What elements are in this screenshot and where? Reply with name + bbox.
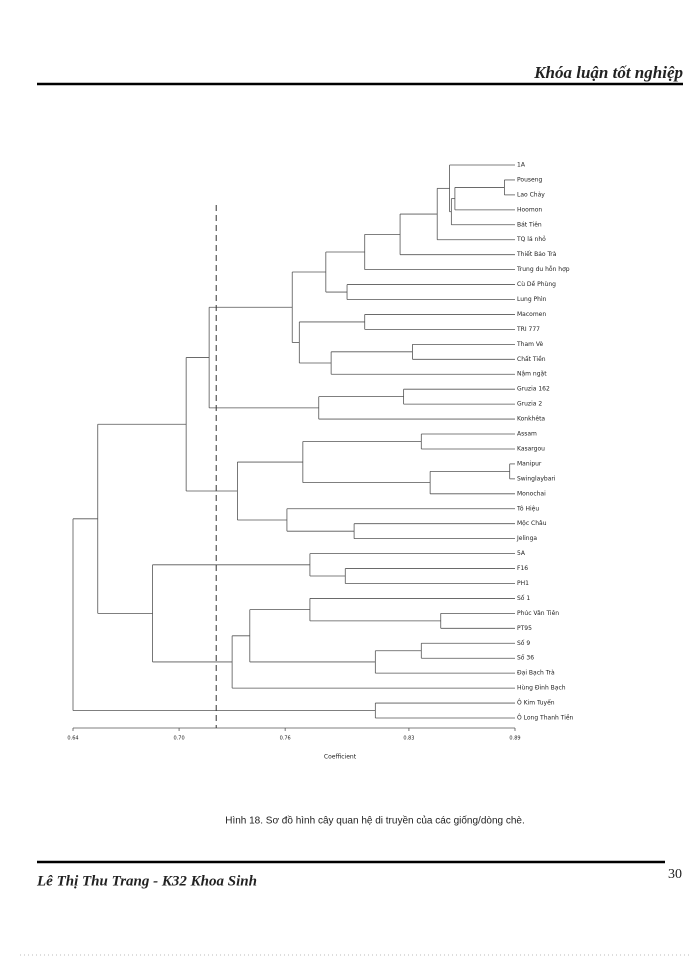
leaf-label: Ô Long Thanh Tiền [517, 714, 574, 722]
leaf-label: Tham Vè [516, 341, 544, 348]
leaf-label: Manipur [517, 460, 542, 467]
leaf-label: Tô Hiệu [516, 505, 539, 512]
caption: Hình 18. Sơ đồ hình cây quan hệ di truyề… [225, 815, 525, 827]
leaf-label: F16 [517, 565, 528, 572]
leaf-label: Trung du hỗn hợp [516, 266, 570, 273]
leaf-label: TQ lá nhỏ [516, 236, 546, 243]
leaf-label: Số 9 [517, 640, 530, 647]
leaf-label: Hoomon [517, 206, 542, 213]
page-number: 30 [668, 867, 682, 882]
x-tick-label: 0.76 [280, 736, 291, 742]
leaf-label: Assam [517, 431, 537, 438]
leaf-label: Kasargou [517, 445, 545, 452]
leaf-label: PT95 [517, 625, 532, 632]
leaf-label: Konkhêta [517, 416, 545, 423]
leaf-label: Lao Chảy [517, 191, 545, 198]
header-title: Khóa luận tốt nghiệp [533, 63, 683, 82]
leaf-label: Gruzia 162 [517, 386, 550, 393]
leaf-label: Chất Tiền [517, 355, 546, 363]
leaf-label: Bát Tiên [517, 221, 542, 228]
leaf-label: Đại Bạch Trà [517, 670, 555, 677]
x-tick-label: 0.64 [67, 736, 78, 742]
leaf-label: Pouseng [517, 176, 542, 183]
x-tick-label: 0.70 [174, 736, 185, 742]
leaf-label: Nậm ngặt [517, 371, 547, 378]
leaf-label: Monochai [517, 490, 546, 497]
leaf-label: Gruzia 2 [517, 401, 542, 408]
x-axis-label: Coefficient [324, 754, 357, 761]
leaf-label: Lung Phìn [517, 296, 547, 303]
leaf-label: Thiết Bảo Trà [516, 251, 557, 258]
leaf-label: Phúc Vân Tiên [517, 610, 559, 617]
x-tick-label: 0.89 [509, 736, 520, 742]
leaf-label: Số 36 [517, 655, 534, 662]
leaf-label: Số 1 [517, 595, 530, 602]
leaf-label: 5A [517, 550, 526, 557]
leaf-label: Cù Dề Phùng [517, 280, 556, 288]
leaf-label: TRI 777 [516, 326, 540, 333]
footer-author: Lê Thị Thu Trang - K32 Khoa Sinh [36, 873, 257, 889]
leaf-label: PH1 [517, 580, 529, 587]
leaf-label: Swinglaybari [517, 475, 556, 482]
leaf-label: Hùng Đỉnh Bạch [517, 685, 566, 692]
leaf-label: Mộc Châu [517, 520, 547, 527]
leaf-label: 1A [517, 162, 526, 169]
leaf-label: Jelinga [516, 535, 537, 542]
leaf-label: Macomen [517, 311, 546, 318]
x-tick-label: 0.83 [403, 736, 414, 742]
leaf-label: Ô Kim Tuyến [517, 700, 555, 707]
